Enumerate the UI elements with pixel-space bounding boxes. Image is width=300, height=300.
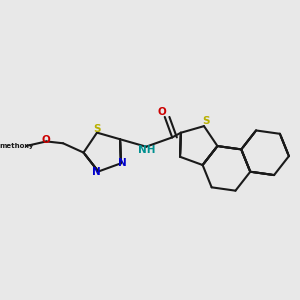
Text: O: O <box>158 107 166 117</box>
Text: S: S <box>202 116 210 127</box>
Text: O: O <box>42 136 51 146</box>
Text: N: N <box>118 158 127 168</box>
Text: methoxy: methoxy <box>0 143 34 149</box>
Text: S: S <box>93 124 101 134</box>
Text: NH: NH <box>138 146 156 155</box>
Text: N: N <box>92 167 101 176</box>
